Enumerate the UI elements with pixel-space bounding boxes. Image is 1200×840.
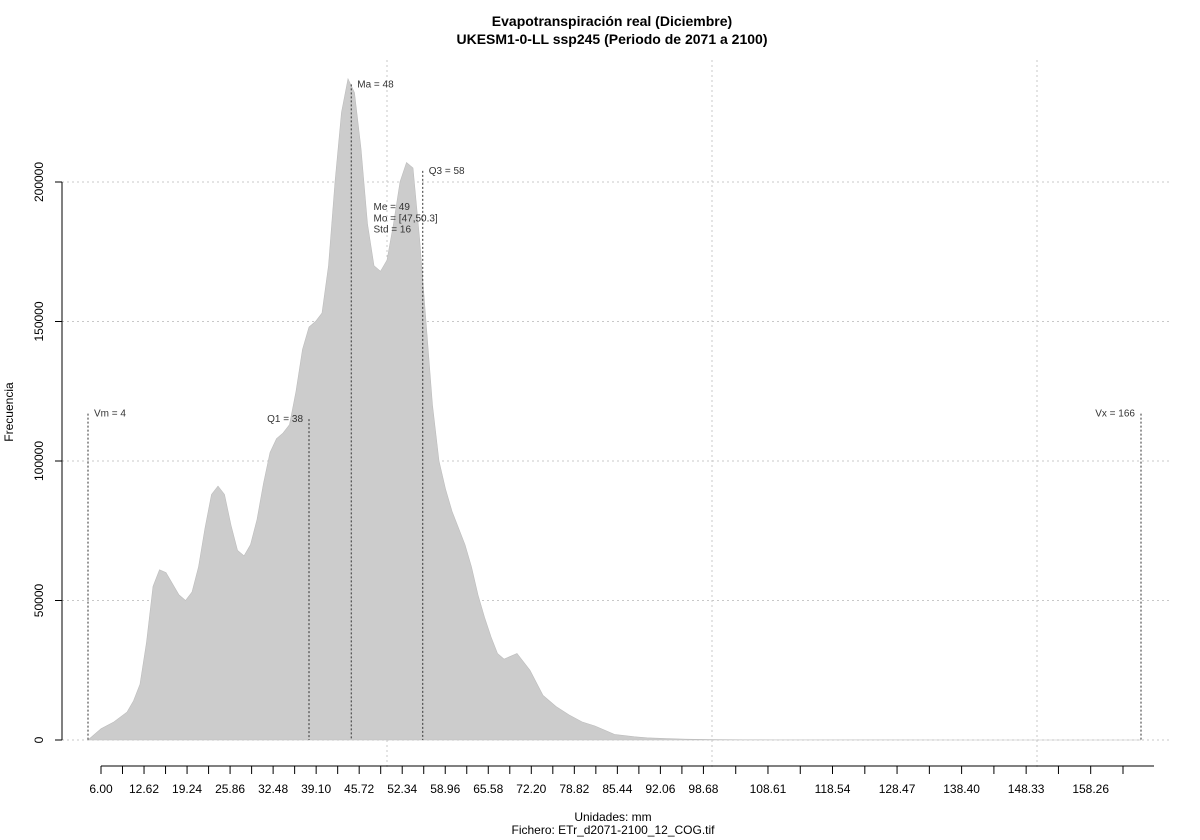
x-tick-label: 58.96 — [430, 782, 460, 796]
density-series — [87, 77, 1141, 741]
x-tick-label: 19.24 — [172, 782, 202, 796]
density-area — [87, 77, 1141, 741]
annotation-label: Vx = 166 — [1095, 409, 1135, 420]
file-caption: Fichero: ETr_d2071-2100_12_COG.tif — [512, 823, 716, 837]
x-tick-label: 148.33 — [1008, 782, 1045, 796]
chart-subtitle: UKESM1-0-LL ssp245 (Periodo de 2071 a 21… — [457, 31, 768, 47]
annotation-label: Mo = [47,50.3] — [374, 213, 438, 224]
annotation-label: Q1 = 38 — [267, 414, 303, 425]
chart-title: Evapotranspiración real (Diciembre) — [492, 13, 732, 29]
x-tick-label: 32.48 — [258, 782, 288, 796]
annotation-label: Q3 = 58 — [429, 166, 465, 177]
x-tick-label: 39.10 — [301, 782, 331, 796]
annotation-label: Std = 16 — [374, 224, 412, 235]
x-tick-label: 6.00 — [89, 782, 113, 796]
x-tick-label: 65.58 — [473, 782, 503, 796]
x-tick-label: 158.26 — [1072, 782, 1109, 796]
y-tick-label: 0 — [32, 736, 46, 743]
annotation-label: Me = 49 — [374, 202, 411, 213]
x-tick-label: 98.68 — [688, 782, 718, 796]
x-tick-label: 78.82 — [559, 782, 589, 796]
axes: 0 50000 100000 150000 200000 6.00 12.62 19.24 25… — [32, 162, 1154, 796]
x-tick-label: 12.62 — [129, 782, 159, 796]
annotation-label: Vm = 4 — [94, 409, 126, 420]
x-tick-label: 72.20 — [516, 782, 546, 796]
y-axis-title: Frecuencia — [2, 382, 16, 442]
x-tick-label: 85.44 — [602, 782, 632, 796]
annotation-label: Ma = 48 — [357, 79, 394, 90]
x-tick-label: 138.40 — [943, 782, 980, 796]
x-tick-label: 118.54 — [815, 782, 851, 796]
x-axis-title: Unidades: mm — [574, 810, 651, 824]
x-tick-label: 25.86 — [215, 782, 245, 796]
x-tick-label: 128.47 — [879, 782, 916, 796]
y-tick-label: 50000 — [32, 583, 46, 617]
x-tick-label: 52.34 — [387, 782, 417, 796]
y-tick-label: 150000 — [32, 301, 46, 341]
y-tick-label: 100000 — [32, 441, 46, 481]
y-tick-label: 200000 — [32, 162, 46, 202]
x-tick-label: 108.61 — [750, 782, 787, 796]
x-tick-label: 92.06 — [645, 782, 675, 796]
x-tick-label: 45.72 — [344, 782, 374, 796]
